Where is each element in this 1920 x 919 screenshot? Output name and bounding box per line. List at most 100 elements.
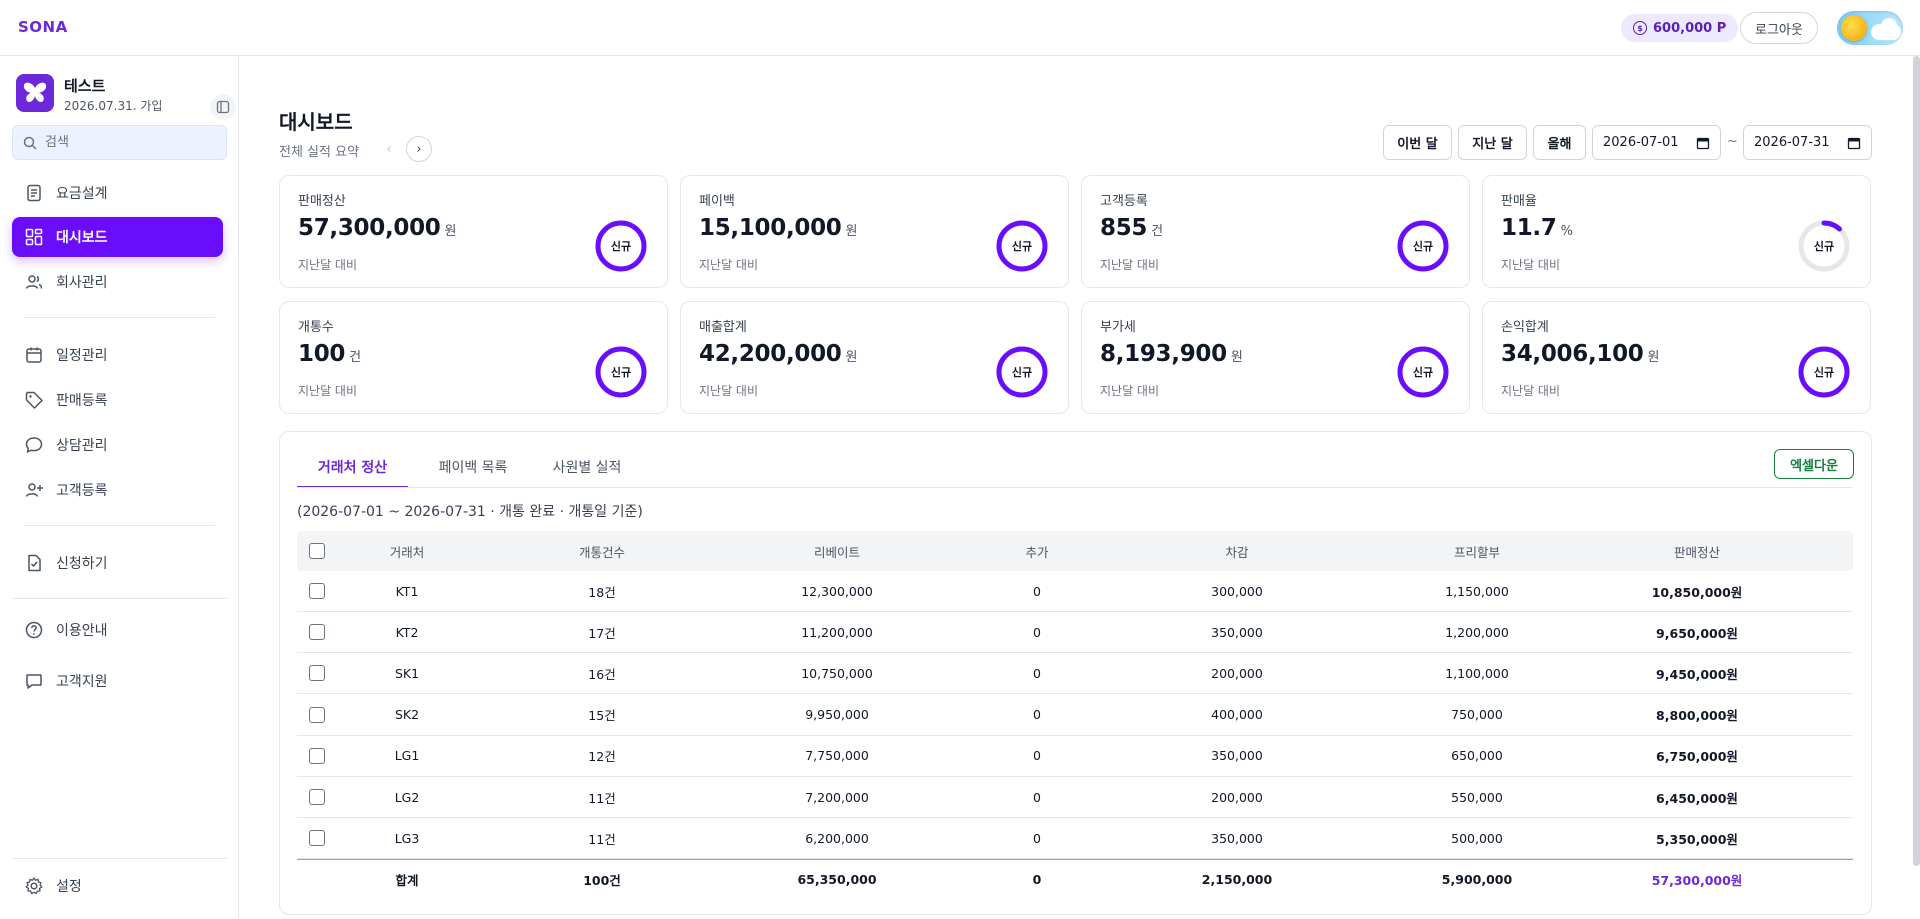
- cell-settlement: 5,350,000원: [1656, 831, 1738, 847]
- row-checkbox[interactable]: [309, 830, 325, 847]
- stat-badge: 신규: [1813, 240, 1835, 253]
- this-year-button[interactable]: 올해: [1533, 125, 1586, 160]
- cell-partner: LG2: [394, 789, 420, 805]
- column-header[interactable]: 리베이트: [813, 544, 860, 560]
- progress-ring: 신규: [994, 344, 1050, 400]
- sidebar-item-schedule[interactable]: 일정관리: [12, 335, 223, 375]
- user-plus-icon: [25, 483, 43, 497]
- stat-card-sales-rate[interactable]: 판매율 11.7% 지난달 대비 신규: [1482, 175, 1871, 288]
- progress-ring: 신규: [1796, 218, 1852, 274]
- column-header[interactable]: 판매정산: [1673, 544, 1720, 560]
- row-checkbox[interactable]: [309, 665, 325, 682]
- tab-employee-performance[interactable]: 사원별 실적: [552, 460, 622, 476]
- sidebar-item-consult[interactable]: 상담관리: [12, 425, 223, 465]
- stat-card-value: 8,193,900 원: [1100, 341, 1243, 367]
- stat-card-payback[interactable]: 페이백 15,100,000 원 지난달 대비 신규: [680, 175, 1069, 288]
- cell-settlement: 10,850,000원: [1651, 584, 1743, 600]
- progress-ring: 신규: [593, 344, 649, 400]
- progress-ring: 신규: [994, 218, 1050, 274]
- sidebar-item-apply[interactable]: 신청하기: [12, 543, 223, 583]
- total-rebate: 65,350,000: [797, 872, 877, 887]
- table-row[interactable]: LG3 11건 6,200,000 0 350,000 500,000 5,350,000원: [297, 818, 1853, 860]
- sidebar-item-label: 신청하기: [56, 556, 108, 572]
- stat-card-value: 34,006,100 원: [1501, 341, 1659, 367]
- sidebar-collapse-button[interactable]: [210, 94, 236, 120]
- excel-download-button[interactable]: 엑셀다운: [1774, 449, 1854, 479]
- table-row[interactable]: SK2 15건 9,950,000 0 400,000 750,000 8,800,000원: [297, 695, 1853, 736]
- this-month-button[interactable]: 이번 달: [1383, 125, 1452, 160]
- stat-card-customer-registration[interactable]: 고객등록 855 건 지난달 대비 신규: [1081, 175, 1470, 288]
- stat-card-sales-settlement[interactable]: 판매정산 57,300,000 원 지난달 대비 신규: [279, 175, 668, 288]
- stat-card-label: 손익합계: [1501, 320, 1549, 335]
- cell-add: 0: [1033, 583, 1041, 599]
- date-from-field[interactable]: 2026-07-01: [1592, 125, 1721, 160]
- profile: 테스트 2026.07.31. 가입: [16, 72, 236, 120]
- stat-badge: 신규: [610, 240, 632, 253]
- stat-card-vat[interactable]: 부가세 8,193,900 원 지난달 대비 신규: [1081, 301, 1470, 414]
- row-checkbox[interactable]: [309, 624, 325, 641]
- search-box[interactable]: [12, 125, 227, 160]
- cell-installment: 650,000: [1451, 748, 1503, 764]
- cell-deduct: 200,000: [1211, 665, 1263, 681]
- points-badge[interactable]: $ 600,000 P: [1621, 14, 1739, 42]
- sidebar-item-settings[interactable]: 설정: [12, 866, 223, 906]
- stat-badge: 신규: [1813, 366, 1835, 379]
- select-all-checkbox[interactable]: [309, 543, 325, 559]
- cell-add: 0: [1033, 789, 1041, 805]
- progress-ring-fill: [595, 346, 647, 398]
- prev-page-button[interactable]: ‹: [376, 136, 402, 162]
- stat-badge: 신규: [1011, 366, 1033, 379]
- tabs-divider: [297, 487, 1853, 488]
- sidebar-item-company[interactable]: 회사관리: [12, 262, 223, 302]
- column-header[interactable]: 차감: [1225, 544, 1249, 560]
- sidebar-item-dashboard[interactable]: 대시보드: [12, 217, 223, 257]
- search-input[interactable]: [45, 135, 205, 150]
- tab-partner-settlement[interactable]: 거래처 정산: [297, 457, 408, 488]
- chevron-left-icon: ‹: [386, 141, 392, 157]
- total-add: 0: [1032, 872, 1042, 887]
- users-icon: [25, 275, 43, 289]
- logout-button[interactable]: 로그아웃: [1740, 12, 1818, 44]
- last-month-button[interactable]: 지난 달: [1458, 125, 1527, 160]
- row-checkbox[interactable]: [309, 706, 325, 723]
- sidebar-item-customer[interactable]: 고객등록: [12, 470, 223, 510]
- cell-add: 0: [1033, 624, 1041, 640]
- row-checkbox[interactable]: [309, 583, 325, 599]
- cell-deduct: 400,000: [1211, 707, 1263, 723]
- sidebar-item-pricing[interactable]: 요금설계: [12, 173, 223, 213]
- table-row[interactable]: KT2 17건 11,200,000 0 350,000 1,200,000 9,650,0…: [297, 612, 1853, 654]
- table-row[interactable]: SK1 16건 10,750,000 0 200,000 1,100,000 9,450,0…: [297, 653, 1853, 695]
- stat-card-revenue-total[interactable]: 매출합계 42,200,000 원 지난달 대비 신규: [680, 301, 1069, 414]
- table-row[interactable]: KT1 18건 12,300,000 0 300,000 1,150,000 10,850,…: [297, 571, 1853, 612]
- page-scrollbar[interactable]: [1913, 56, 1920, 866]
- date-to-field[interactable]: 2026-07-31: [1743, 125, 1872, 160]
- row-checkbox[interactable]: [309, 747, 325, 764]
- file-check-icon: [28, 554, 41, 572]
- sidebar-item-sales[interactable]: 판매등록: [12, 380, 223, 420]
- next-page-button[interactable]: ›: [406, 136, 432, 162]
- sidebar-item-guide[interactable]: 이용안내: [12, 610, 223, 650]
- stat-value-number: 34,006,100: [1501, 341, 1644, 367]
- column-header[interactable]: 프리할부: [1453, 544, 1500, 560]
- table-row[interactable]: LG2 11건 7,200,000 0 200,000 550,000 6,450,000원: [297, 777, 1853, 818]
- sidebar-item-support[interactable]: 고객지원: [12, 661, 223, 701]
- stat-card-profit-total[interactable]: 손익합계 34,006,100 원 지난달 대비 신규: [1482, 301, 1871, 414]
- progress-ring: 신규: [1395, 344, 1451, 400]
- stat-badge: 신규: [1011, 240, 1033, 253]
- stat-badge: 신규: [610, 366, 632, 379]
- theme-toggle[interactable]: [1837, 11, 1903, 45]
- cell-settlement: 6,750,000원: [1656, 749, 1738, 765]
- stat-value-number: 855: [1100, 215, 1148, 241]
- tab-payback-list[interactable]: 페이백 목록: [438, 460, 508, 476]
- column-header[interactable]: 추가: [1025, 544, 1049, 560]
- table-row[interactable]: LG1 12건 7,750,000 0 350,000 650,000 6,750,000원: [297, 736, 1853, 777]
- column-header[interactable]: 거래처: [389, 544, 425, 560]
- stat-card-activation-count[interactable]: 개통수 100 건 지난달 대비 신규: [279, 301, 668, 414]
- brand-logo[interactable]: SONA: [18, 18, 68, 36]
- stat-value-number: 57,300,000: [298, 215, 441, 241]
- chevron-right-icon: ›: [416, 141, 422, 157]
- cell-partner: LG3: [394, 830, 420, 846]
- column-header[interactable]: 개통건수: [578, 544, 625, 560]
- stat-card-compare: 지난달 대비: [1100, 384, 1160, 398]
- row-checkbox[interactable]: [309, 789, 325, 805]
